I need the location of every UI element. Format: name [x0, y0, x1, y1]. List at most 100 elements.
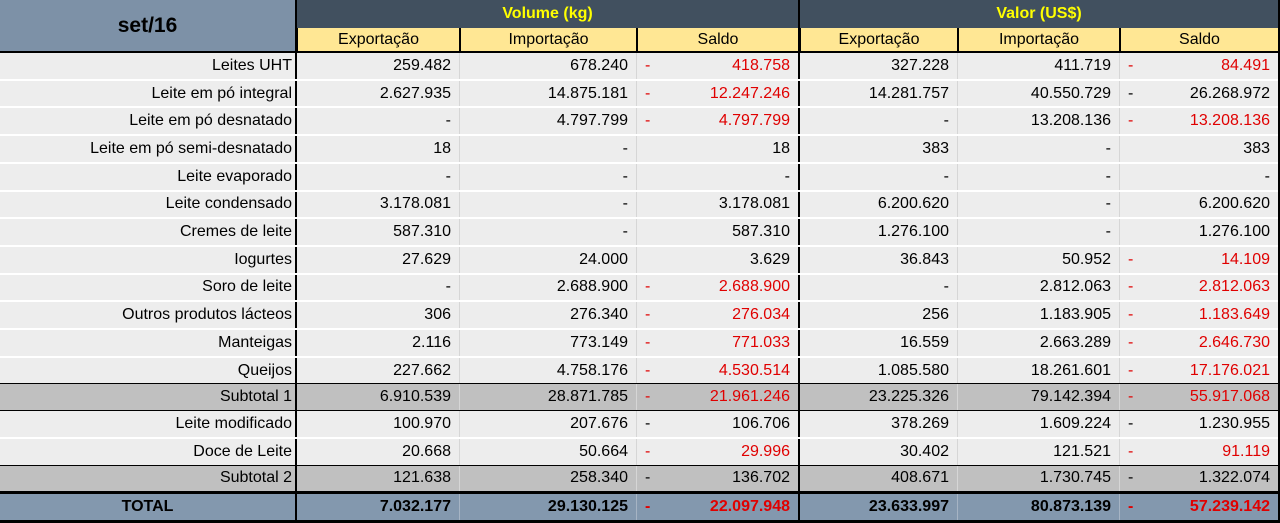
cell-volume-saldo: - 276.034	[637, 302, 800, 329]
cell-value: -	[1105, 139, 1111, 157]
cell-value: 91.119	[1222, 442, 1270, 460]
cell-value: 18.261.601	[1030, 361, 1111, 379]
cell-value: 587.310	[393, 223, 451, 241]
cell-valor-importacao: 50.952	[958, 246, 1120, 273]
cell-value: -	[622, 139, 628, 157]
cell-volume-importacao: 678.240	[460, 53, 637, 79]
cell-volume-exportacao: 2.627.935	[297, 80, 460, 107]
negative-sign: -	[645, 388, 651, 406]
cell-valor-importacao: 40.550.729	[958, 80, 1120, 107]
cell-valor-saldo: - 55.917.068	[1120, 384, 1278, 410]
cell-volume-importacao: 4.797.799	[460, 108, 637, 135]
negative-sign: -	[1128, 56, 1134, 74]
cell-value: 121.521	[1053, 442, 1111, 460]
cell-value: 1.230.955	[1198, 414, 1270, 432]
row-label: Leites UHT	[0, 53, 297, 79]
cell-value: 4.758.176	[556, 361, 628, 379]
total-row: TOTAL 7.032.177 29.130.125-22.097.948 23.63…	[0, 492, 1278, 520]
cell-value: 276.034	[732, 306, 790, 324]
row-label: Doce de Leite	[0, 438, 297, 465]
negative-sign: -	[645, 414, 651, 432]
cell-valor-importacao: 79.142.394	[958, 384, 1120, 411]
row-label: Soro de leite	[0, 274, 297, 301]
cell-value: 24.000	[579, 250, 628, 268]
cell-value: 40.550.729	[1030, 84, 1111, 102]
cell-value: 20.668	[402, 442, 451, 460]
volume-section-header: Volume (kg)	[297, 0, 800, 28]
cell-value: 327.228	[891, 56, 949, 74]
row-label: Manteigas	[0, 330, 297, 356]
cell-value: 2.812.063	[1039, 278, 1111, 296]
cell-value: 3.629	[749, 250, 790, 268]
table-row: Leites UHT 259.482 678.240-418.758 327.228 4…	[0, 53, 1278, 81]
cell-value: 30.402	[900, 442, 949, 460]
cell-valor-saldo: - 13.208.136	[1120, 108, 1278, 134]
cell-value: 771.033	[732, 333, 790, 351]
cell-value: 6.200.620	[1198, 195, 1270, 213]
cell-value: 13.208.136	[1030, 112, 1111, 130]
table-row: Doce de Leite 20.668 50.664-29.996 30.402 12…	[0, 438, 1278, 465]
cell-valor-importacao: -	[958, 163, 1120, 190]
cell-volume-exportacao: 587.310	[297, 219, 460, 245]
cell-value: 408.671	[891, 469, 949, 487]
cell-valor-importacao: 1.609.224	[958, 411, 1120, 437]
cell-value: -	[943, 112, 949, 130]
row-label: TOTAL	[0, 494, 297, 520]
cell-value: 22.097.948	[709, 498, 790, 516]
cell-valor-importacao: 80.873.139	[958, 494, 1120, 520]
table-row: Outros produtos lácteos 306 276.340-276.03…	[0, 302, 1278, 331]
cell-valor-exportacao: 14.281.757	[800, 80, 958, 107]
cell-value: 14.875.181	[547, 84, 628, 102]
cell-volume-saldo: 587.310	[637, 219, 800, 245]
cell-volume-saldo: - 106.706	[637, 411, 800, 437]
cell-value: 2.688.900	[718, 278, 790, 296]
cell-volume-saldo: -	[637, 163, 800, 190]
table-row: Cremes de leite 587.310 - 587.310 1.276.100 -…	[0, 219, 1278, 247]
cell-value: 4.797.799	[718, 112, 790, 130]
cell-value: 80.873.139	[1030, 498, 1111, 516]
cell-value: 2.688.900	[556, 278, 628, 296]
cell-value: 36.843	[900, 250, 949, 268]
cell-valor-saldo: 1.276.100	[1120, 219, 1278, 245]
cell-volume-importacao: 14.875.181	[460, 80, 637, 107]
row-label: Queijos	[0, 357, 297, 384]
cell-valor-exportacao: 256	[800, 302, 958, 329]
cell-valor-importacao: 1.183.905	[958, 302, 1120, 329]
cell-value: -	[622, 195, 628, 213]
cell-value: 106.706	[732, 414, 790, 432]
cell-value: 3.178.081	[379, 195, 451, 213]
cell-value: 84.491	[1221, 56, 1270, 74]
negative-sign: -	[1128, 361, 1134, 379]
cell-valor-exportacao: 327.228	[800, 53, 958, 79]
cell-value: 21.961.246	[709, 388, 790, 406]
cell-volume-importacao: -	[460, 191, 637, 218]
row-label: Leite em pó semi-desnatado	[0, 136, 297, 162]
cell-volume-exportacao: 2.116	[297, 330, 460, 356]
cell-value: 23.633.997	[868, 498, 949, 516]
cell-valor-exportacao: 36.843	[800, 246, 958, 273]
cell-valor-importacao: 13.208.136	[958, 108, 1120, 135]
cell-valor-saldo: - 57.239.142	[1120, 494, 1278, 520]
negative-sign: -	[645, 498, 651, 516]
cell-valor-importacao: -	[958, 136, 1120, 162]
cell-value: 378.269	[891, 414, 949, 432]
cell-volume-importacao: 258.340	[460, 465, 637, 492]
cell-value: 259.482	[393, 56, 451, 74]
cell-valor-exportacao: 16.559	[800, 330, 958, 356]
cell-valor-exportacao: 383	[800, 136, 958, 162]
cell-volume-importacao: 29.130.125	[460, 494, 637, 520]
cell-value: 383	[922, 139, 949, 157]
valor-saldo-header: Saldo	[1120, 28, 1278, 53]
cell-valor-saldo: - 84.491	[1120, 53, 1278, 79]
cell-valor-importacao: 2.663.289	[958, 330, 1120, 356]
cell-value: 12.247.246	[709, 84, 790, 102]
cell-volume-saldo: - 2.688.900	[637, 274, 800, 301]
cell-valor-importacao: 18.261.601	[958, 357, 1120, 384]
negative-sign: -	[1128, 278, 1134, 296]
row-label: Leite evaporado	[0, 163, 297, 190]
cell-volume-importacao: 50.664	[460, 438, 637, 465]
cell-value: -	[445, 278, 451, 296]
cell-value: 14.109	[1221, 250, 1270, 268]
cell-value: 50.664	[579, 442, 628, 460]
cell-value: 28.871.785	[547, 388, 628, 406]
